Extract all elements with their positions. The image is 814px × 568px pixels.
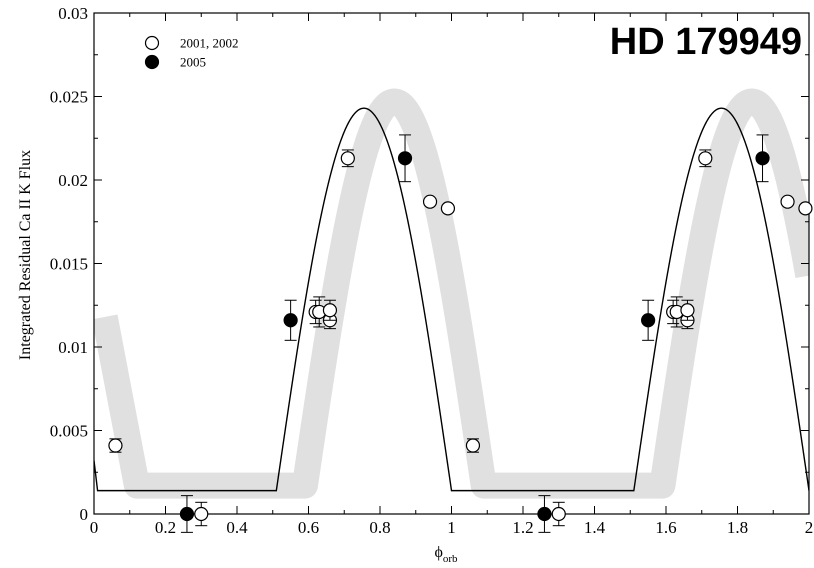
x-axis-label: ϕorb [434,544,458,565]
open-marker [340,151,355,166]
data-point-2001-2002 [680,299,695,321]
data-point-2005 [537,495,552,533]
legend: 2001, 2002 2005 [144,35,239,70]
x-axis-label-symbol: ϕ [434,544,442,561]
star-name-annotation: HD 179949 [610,21,802,63]
data-point-2001-2002 [194,501,209,527]
data-point-2001-2002 [698,149,713,168]
model-curve [94,107,809,492]
x-tick-label: 1.6 [655,518,676,537]
y-tick-label: 0.015 [50,255,88,274]
y-tick-label: 0 [80,505,89,524]
data-point-2001-2002 [340,149,355,168]
open-marker [465,438,481,453]
y-axis-label: Integrated Residual Ca II K Flux [17,150,34,360]
data-point-2005 [179,495,195,533]
open-marker [780,194,795,209]
y-tick-label: 0.005 [50,422,88,441]
x-tick-label: 1.4 [584,518,606,537]
data-point-2001-2002 [551,501,566,527]
data-point-2001-2002 [798,201,813,216]
x-tick-label: 1 [447,518,456,537]
y-tick-label: 0.025 [50,88,88,107]
filled-marker [755,151,770,166]
shaded-band [94,88,809,499]
data-point-2001-2002 [669,296,684,328]
data-point-2001-2002 [780,194,795,209]
data-point-2001-2002 [465,438,481,453]
x-tick-label: 1.8 [727,518,748,537]
open-marker [422,194,438,209]
open-marker [698,151,713,166]
y-tick-label: 0.03 [58,4,88,23]
data-point-2001-2002 [322,299,338,321]
x-axis-label-subscript: orb [443,553,458,565]
data-point-2005 [283,299,298,341]
x-tick-label: 0.8 [369,518,390,537]
y-tick-label: 0.01 [58,338,88,357]
data-point-2001-2002 [440,201,456,216]
y-tick-label: 0.02 [58,171,88,190]
data-point-2001-2002 [108,438,123,453]
x-tick-label: 0 [90,518,99,537]
legend-label: 2001, 2002 [180,36,239,51]
filled-marker [641,313,656,328]
filled-marker [397,151,413,166]
shaded-band-layer [94,88,809,499]
open-marker [108,438,123,453]
data-points-layer [108,134,813,533]
data-point-2005 [397,134,413,183]
open-marker [551,506,566,522]
open-marker [194,506,209,522]
legend-marker [144,35,160,51]
filled-marker [283,313,298,328]
filled-marker [537,506,552,522]
open-marker [440,201,456,216]
open-marker [680,303,695,318]
x-tick-label: 0.4 [226,518,248,537]
x-tick-label: 0.2 [155,518,176,537]
open-marker [798,201,813,216]
model-curve-layer [94,107,809,492]
filled-marker [179,506,195,522]
open-marker [322,303,338,318]
data-point-2005 [755,134,770,183]
data-point-2005 [641,299,656,341]
data-point-2001-2002 [422,194,438,209]
x-tick-label: 1.2 [512,518,533,537]
legend-marker [144,54,160,70]
x-tick-label: 0.6 [298,518,319,537]
x-tick-label: 2 [805,518,814,537]
legend-label: 2005 [180,55,206,70]
axis-ticks: 0 0.2 0.4 0.6 0.8 1 1.2 1.4 1.6 1.8 2 0 0.005 0.01 0.0… [50,4,814,537]
